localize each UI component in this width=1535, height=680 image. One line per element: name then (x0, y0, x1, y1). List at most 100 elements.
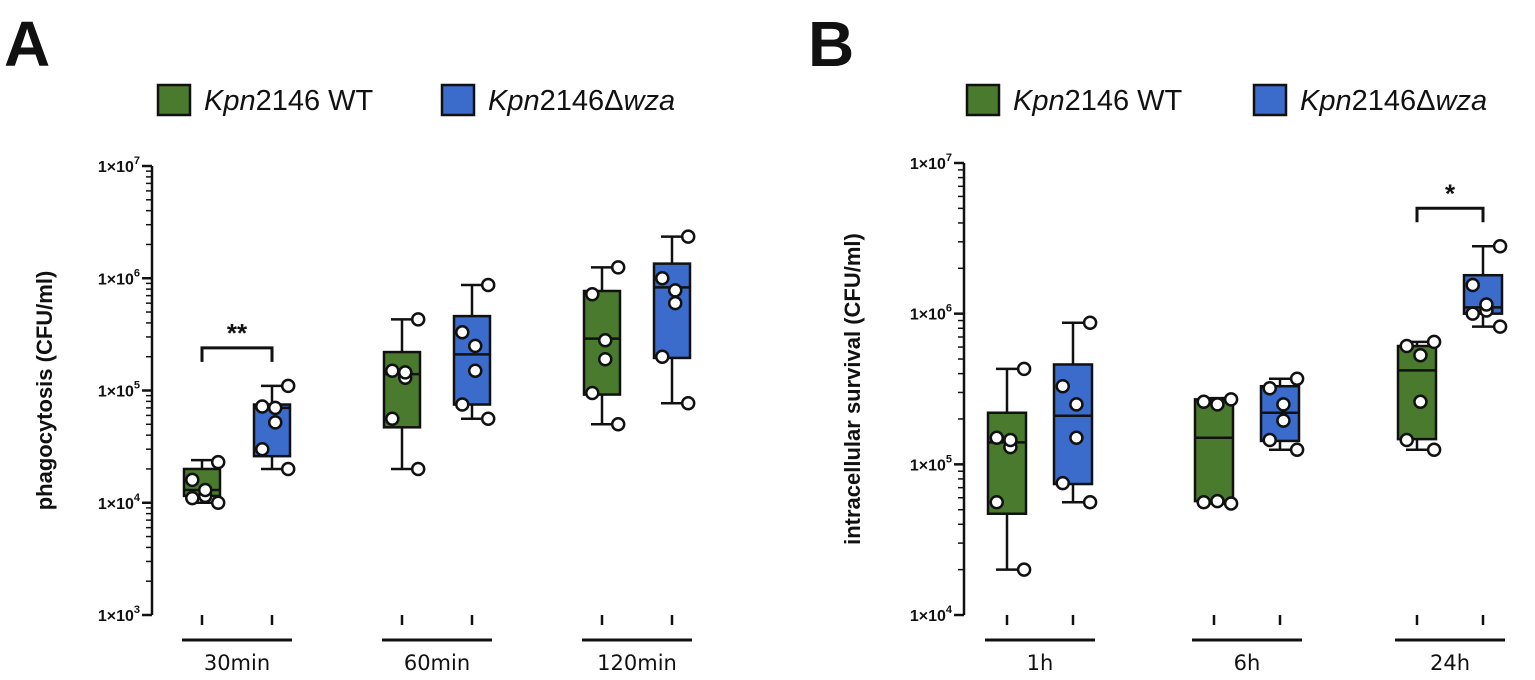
legend-swatch-wza (1252, 83, 1288, 117)
y-tick-mantissa: 1×10 (98, 496, 134, 513)
data-point (455, 325, 470, 340)
data-point (1276, 397, 1291, 412)
data-point (989, 495, 1004, 510)
data-point (1492, 239, 1508, 254)
category-label: 30min (204, 651, 270, 675)
data-point (680, 229, 696, 244)
y-tick-exponent: 3 (134, 604, 140, 616)
data-point (1055, 475, 1070, 491)
y-tick-exponent: 6 (134, 267, 140, 279)
data-point (1210, 493, 1225, 509)
data-point (267, 400, 283, 416)
data-point (255, 399, 270, 414)
data-point (410, 312, 426, 327)
data-point (1399, 432, 1414, 448)
data-point (1055, 378, 1070, 394)
data-point (1413, 347, 1428, 363)
box-wt (1396, 334, 1442, 457)
legend-swatch-wza (440, 83, 476, 117)
data-point (255, 441, 270, 457)
y-tick-exponent: 5 (946, 453, 952, 465)
panel-b: B Kpn2146 WT Kpn2146Δwza 1×1041×1051×1061… (808, 8, 1508, 675)
data-point (455, 397, 470, 412)
y-tick-exponent: 7 (946, 152, 952, 164)
y-tick-mantissa: 1×10 (910, 457, 946, 474)
data-point (210, 454, 226, 470)
box-wza (652, 229, 696, 411)
box-wza (1462, 239, 1508, 334)
data-point (1426, 334, 1442, 350)
box-wt (382, 312, 426, 477)
legend-label-plain: 2146 WT (1065, 85, 1183, 117)
data-point (1082, 315, 1098, 331)
data-point (585, 385, 600, 401)
data-point (1016, 361, 1032, 377)
data-point (1069, 397, 1084, 412)
data-point (1082, 495, 1098, 510)
data-point (680, 395, 696, 411)
y-tick-mantissa: 1×10 (98, 384, 134, 401)
y-tick-label: 1×106 (98, 267, 140, 288)
data-point (667, 295, 683, 311)
y-tick-mantissa: 1×10 (910, 156, 946, 173)
category-label: 24h (1430, 651, 1470, 675)
box-wza (252, 378, 296, 477)
y-tick-exponent: 5 (134, 380, 140, 392)
y-tick-exponent: 6 (946, 303, 952, 315)
data-point (655, 349, 670, 364)
legend-label-italic: Kpn (1300, 85, 1352, 117)
y-tick-label: 1×105 (98, 380, 140, 401)
data-point (280, 461, 296, 477)
data-point (267, 415, 283, 430)
box-wza (1052, 315, 1098, 510)
data-point (667, 283, 683, 298)
y-axis-title: phagocytosis (CFU/ml) (32, 271, 57, 511)
data-point (597, 333, 613, 348)
data-point (467, 363, 483, 378)
box-wt (582, 260, 626, 432)
y-tick-label: 1×104 (98, 492, 141, 513)
data-point (1262, 380, 1277, 396)
data-point (1289, 442, 1305, 457)
data-point (1223, 392, 1239, 407)
y-tick-label: 1×103 (98, 604, 140, 625)
data-point (185, 472, 200, 488)
data-point (467, 338, 483, 354)
significance-label: ** (227, 318, 248, 348)
box-wza (1259, 371, 1305, 457)
legend-label-italic: Kpn (488, 85, 540, 117)
data-point (280, 378, 296, 394)
legend-label-italic: Kpn (1013, 85, 1065, 117)
y-tick-mantissa: 1×10 (98, 159, 134, 176)
legend-swatch-wt (965, 83, 1001, 117)
panel-a-legend: Kpn2146 WT Kpn2146Δwza (156, 83, 675, 117)
y-tick-mantissa: 1×10 (98, 608, 134, 625)
data-point (610, 260, 626, 275)
data-point (610, 417, 626, 432)
data-point (185, 490, 200, 506)
legend-label-plain: 2146Δ (1352, 85, 1436, 117)
legend-label-italic-suffix: wza (624, 85, 676, 117)
data-point (385, 411, 400, 427)
legend-label-italic: Kpn (204, 85, 256, 117)
legend-swatch-wt (156, 83, 192, 117)
y-tick-label: 1×107 (910, 152, 952, 173)
significance-bracket (1415, 206, 1485, 223)
data-point (210, 495, 226, 510)
legend-label-wza: Kpn2146Δwza (488, 85, 675, 117)
data-point (1262, 432, 1277, 448)
box-body (1193, 398, 1235, 503)
legend-label-wt: Kpn2146 WT (204, 85, 374, 117)
legend-label-plain: 2146Δ (540, 85, 624, 117)
data-point (410, 461, 426, 477)
y-tick-mantissa: 1×10 (910, 307, 946, 324)
data-point (1479, 297, 1494, 312)
data-point (1426, 442, 1442, 457)
data-point (1413, 394, 1428, 410)
category-label: 1h (1027, 651, 1054, 675)
data-point (397, 365, 413, 380)
panel-a-letter: A (4, 8, 50, 80)
y-axis-title: intracellular survival (CFU/ml) (840, 233, 865, 545)
